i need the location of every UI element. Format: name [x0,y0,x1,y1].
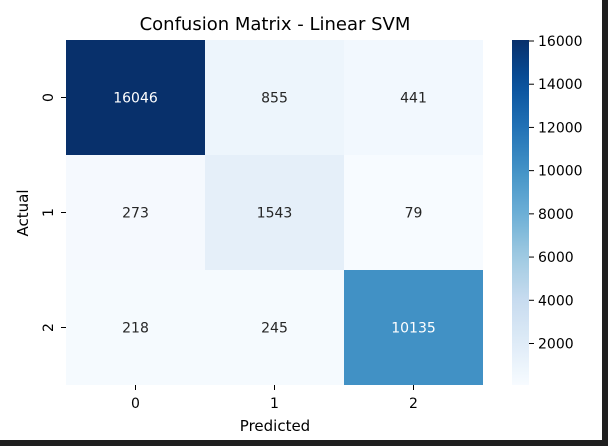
colorbar-tick-label: 14000 [538,77,583,93]
heatmap-cell [344,40,483,155]
cell-value-label: 245 [261,321,288,337]
heatmap-cell [66,270,205,385]
heatmap-cell [205,155,344,270]
x-tick-label: 2 [409,396,418,412]
cell-value-label: 855 [261,91,288,107]
colorbar-tick-label: 4000 [538,293,574,309]
y-tick-label: 0 [41,93,57,102]
colorbar-tick-label: 6000 [538,250,574,266]
heatmap-cell [66,155,205,270]
heatmap-cell [205,40,344,155]
cell-value-label: 273 [122,206,149,222]
colorbar [512,40,529,385]
x-axis-ticks: 0 1 2 [131,385,418,412]
x-tick-label: 1 [270,396,279,412]
cell-value-label: 79 [405,206,423,222]
cell-value-label: 1543 [257,206,293,222]
confusion-matrix-chart: Confusion Matrix - Linear SVM 16046 855 44… [14,14,583,435]
heatmap-cell [344,155,483,270]
y-tick-label: 1 [41,208,57,217]
heatmap-cell [66,40,205,155]
colorbar-tick-label: 2000 [538,336,574,352]
heatmap-cell [205,270,344,385]
heatmap-cells: 16046 855 441 273 1543 79 218 245 10135 [66,40,483,385]
cell-value-label: 10135 [391,321,436,337]
cell-value-label: 16046 [113,91,158,107]
cell-value-label: 441 [400,91,427,107]
colorbar-tick-label: 16000 [538,34,583,50]
colorbar-ticks: 2000 4000 6000 8000 10000 12000 14000 16000 [529,34,583,352]
cell-value-label: 218 [122,321,149,337]
heatmap-cell [344,270,483,385]
y-tick-label: 2 [41,323,57,332]
x-tick-label: 0 [131,396,140,412]
y-axis-label: Actual [14,190,32,237]
x-axis-label: Predicted [240,417,310,435]
chart-title: Confusion Matrix - Linear SVM [140,14,411,35]
colorbar-tick-label: 8000 [538,207,574,223]
colorbar-tick-label: 10000 [538,164,583,180]
y-axis-ticks: 0 1 2 [41,93,66,332]
colorbar-tick-label: 12000 [538,120,583,136]
